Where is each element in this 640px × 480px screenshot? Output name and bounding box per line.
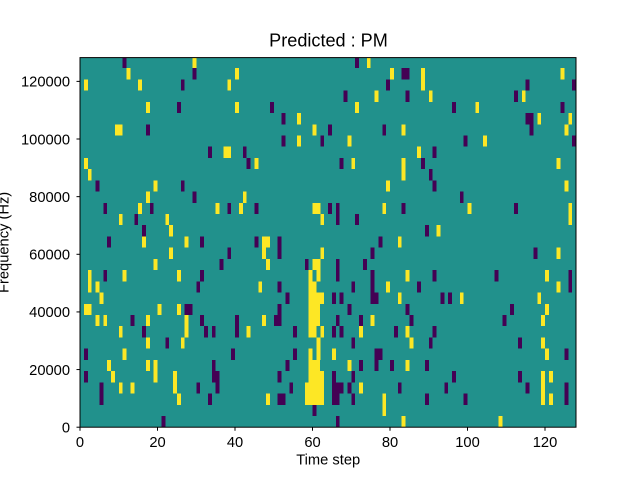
svg-text:40000: 40000	[29, 305, 70, 321]
svg-text:100: 100	[455, 435, 480, 451]
svg-text:Frequency (Hz): Frequency (Hz)	[0, 192, 12, 293]
svg-text:Predicted : PM: Predicted : PM	[269, 31, 388, 51]
svg-text:0: 0	[62, 421, 70, 437]
svg-text:40: 40	[227, 435, 243, 451]
svg-text:60000: 60000	[29, 248, 70, 264]
svg-text:80: 80	[382, 435, 398, 451]
svg-text:20000: 20000	[29, 363, 70, 379]
svg-text:120000: 120000	[21, 75, 70, 91]
svg-text:0: 0	[76, 435, 84, 451]
svg-text:60: 60	[304, 435, 320, 451]
svg-text:Time step: Time step	[296, 453, 360, 469]
svg-text:120: 120	[533, 435, 558, 451]
svg-text:20: 20	[149, 435, 165, 451]
svg-text:80000: 80000	[29, 190, 70, 206]
svg-text:100000: 100000	[21, 132, 70, 148]
